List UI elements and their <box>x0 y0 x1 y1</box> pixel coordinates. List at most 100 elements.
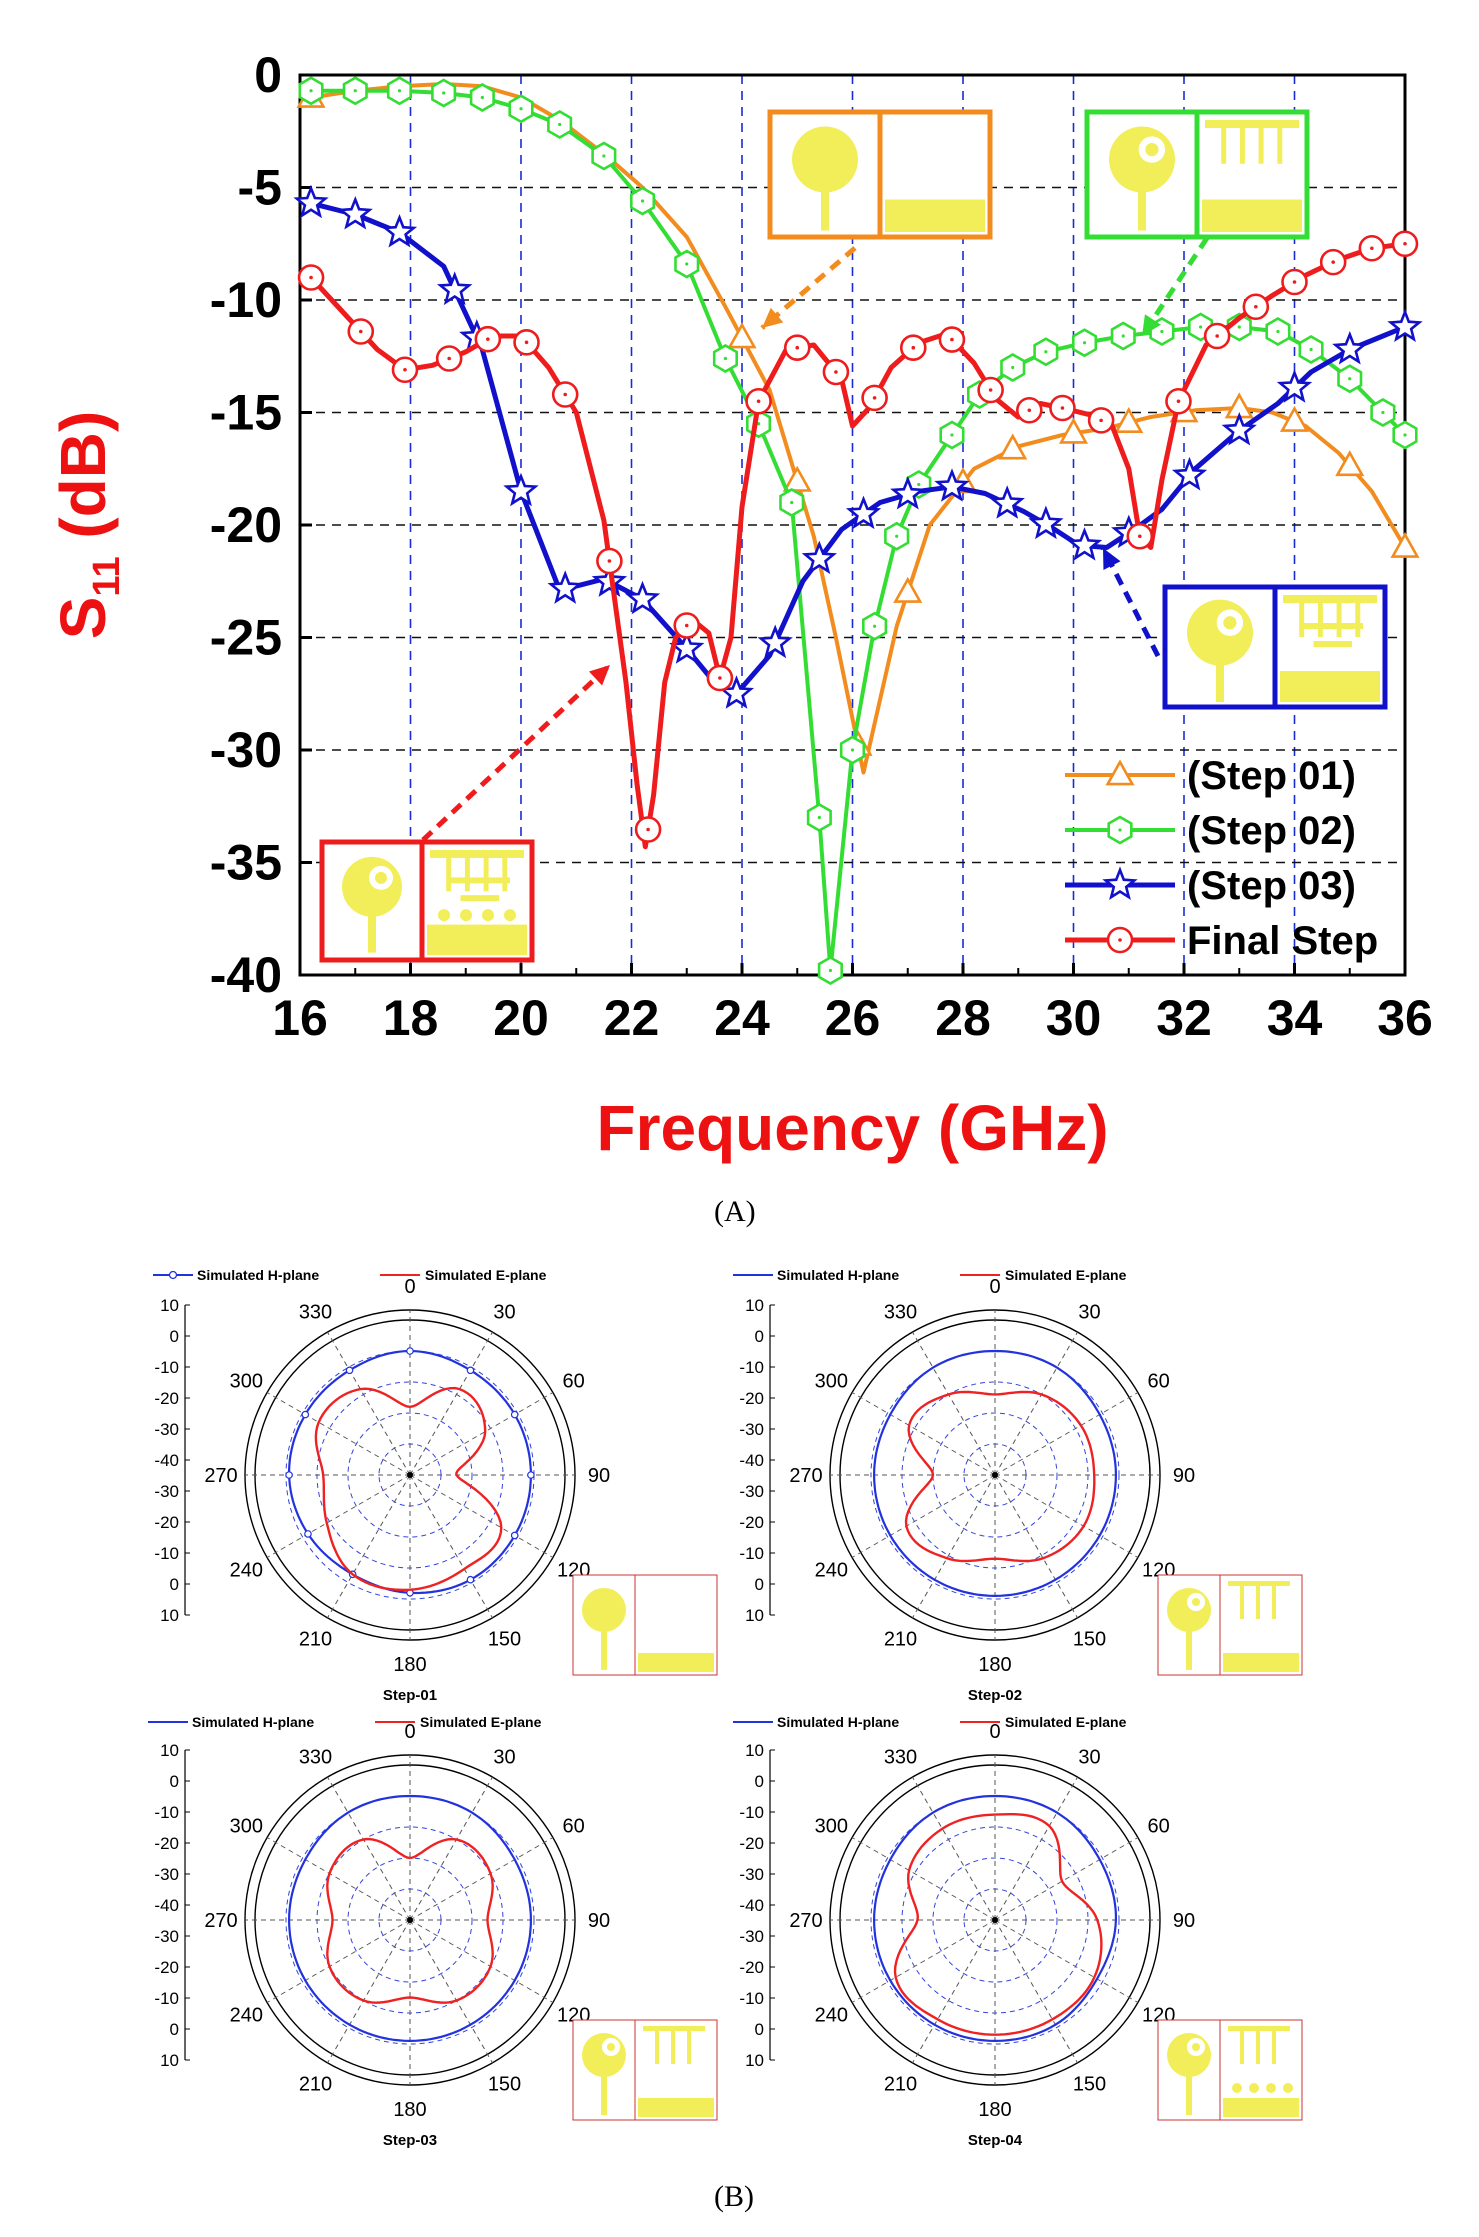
radial-tick-label: 10 <box>745 1741 764 1760</box>
marker-hexagon-dot <box>640 199 645 203</box>
inset-patch-circle <box>582 2033 626 2077</box>
ground-stub <box>1336 595 1342 637</box>
polar-angle-label: 180 <box>393 1654 426 1676</box>
polar-spoke <box>994 1392 1139 1476</box>
radial-tick-label: -10 <box>739 1803 764 1822</box>
polar-spoke <box>994 1919 1139 2003</box>
marker-hexagon-dot <box>1276 329 1280 334</box>
marker-hexagon-dot <box>602 154 606 158</box>
h-plane-marker <box>510 1531 519 1540</box>
marker-star <box>989 485 1025 519</box>
radial-tick-label: -30 <box>154 1420 179 1439</box>
marker-circle-dot <box>607 559 612 563</box>
marker-hexagon-dot <box>723 356 728 361</box>
marker-triangle <box>893 576 923 603</box>
polar-angle-label: 210 <box>299 1629 332 1651</box>
polar-angle-label: 240 <box>230 1560 263 1582</box>
polar-center <box>992 1917 998 1923</box>
marker-triangle <box>998 433 1028 460</box>
x-tick-label: 20 <box>493 990 549 1046</box>
legend-h-label: Simulated H-plane <box>777 1714 899 1730</box>
step-label: Step-02 <box>968 1687 1022 1704</box>
antenna-insets <box>319 109 1388 963</box>
marker-circle-dot <box>1176 399 1181 404</box>
x-tick-label: 24 <box>714 990 770 1046</box>
radial-tick-label: -10 <box>154 1803 179 1822</box>
marker-star <box>503 472 539 507</box>
patch-feed <box>1216 663 1224 702</box>
polar-spoke <box>327 1331 411 1476</box>
polar-angle-label: 330 <box>884 1301 917 1323</box>
polar-center <box>407 1472 413 1478</box>
inset-ground-stub <box>655 2026 659 2064</box>
marker-star <box>1276 369 1313 403</box>
ground-plane <box>1202 199 1302 232</box>
marker-hexagon-dot <box>917 482 921 487</box>
polar-spoke <box>912 1776 996 1921</box>
inset-ground-dot <box>1249 2083 1259 2093</box>
polar-spoke <box>409 1919 493 2064</box>
ground-dot <box>438 909 450 922</box>
y-tick-label: -10 <box>210 272 282 328</box>
legend-label: (Step 02) <box>1187 809 1356 853</box>
marker-star <box>1332 330 1368 365</box>
marker-circle-dot <box>1254 304 1258 309</box>
marker-star <box>293 184 329 219</box>
marker-hexagon-dot <box>1121 334 1125 338</box>
legend-h-marker <box>168 1270 178 1280</box>
polar-angle-label: 30 <box>1078 1301 1100 1323</box>
radial-tick-label: -10 <box>154 1989 179 2008</box>
h-plane-curve <box>287 1794 533 2043</box>
marker-star <box>845 495 882 530</box>
marker-hexagon-dot <box>353 89 357 93</box>
x-tick-label: 16 <box>272 990 328 1046</box>
polar-angle-label: 240 <box>815 1560 848 1582</box>
arrow-head <box>588 665 610 686</box>
x-tick-label: 30 <box>1046 990 1102 1046</box>
arrow-shaft <box>1100 546 1161 658</box>
radial-tick-label: 10 <box>745 1296 764 1315</box>
ground-crossbar <box>449 877 510 884</box>
polar-spoke <box>409 1837 554 1921</box>
legend-label: (Step 03) <box>1187 864 1356 908</box>
polar-spoke <box>851 1392 996 1476</box>
caption-a: (A) <box>714 1195 756 1228</box>
inset-ring-core <box>1192 2043 1200 2051</box>
polar-spoke <box>409 1331 493 1476</box>
ground-crossbar <box>1302 623 1363 629</box>
inset-ground-dot <box>1283 2083 1293 2093</box>
ground-stub <box>483 850 489 892</box>
polar-spoke <box>994 1331 1078 1476</box>
polar-spoke <box>912 1331 996 1476</box>
polar-angle-label: 90 <box>588 1465 610 1487</box>
polar-angle-label: 150 <box>1073 1629 1106 1651</box>
e-plane-curve <box>893 1812 1103 2036</box>
marker-circle-dot <box>834 370 838 374</box>
h-plane-curve <box>872 1794 1117 2043</box>
marker-star <box>624 580 661 615</box>
marker-hexagon-dot <box>1082 341 1087 345</box>
radial-tick-label: -30 <box>739 1865 764 1884</box>
radial-tick-label: 10 <box>160 1296 179 1315</box>
polar-angle-label: 30 <box>493 1301 515 1323</box>
patch-feed <box>368 914 376 953</box>
polar-angle-label: 240 <box>230 2005 263 2027</box>
patch-circle <box>1109 126 1175 193</box>
radial-tick-label: 0 <box>170 1772 179 1791</box>
radial-tick-label: -10 <box>739 1358 764 1377</box>
radial-tick-label: 0 <box>755 1772 764 1791</box>
radial-tick-label: -40 <box>154 1451 179 1470</box>
polar-angle-label: 300 <box>815 1371 848 1393</box>
polar-ring <box>932 1412 1058 1538</box>
marker-star <box>934 468 970 502</box>
inset-ground-stub <box>1256 2026 1260 2064</box>
radial-tick-label: -30 <box>739 1927 764 1946</box>
patch-circle <box>1187 599 1253 666</box>
marker-triangle <box>1335 450 1365 477</box>
polar-spoke <box>851 1837 996 1921</box>
radial-tick-label: -20 <box>154 1958 179 1977</box>
marker-star <box>1171 456 1208 491</box>
marker-hexagon-dot <box>828 968 833 973</box>
ground-plane <box>427 924 527 955</box>
polar-angle-label: 0 <box>404 1276 415 1298</box>
